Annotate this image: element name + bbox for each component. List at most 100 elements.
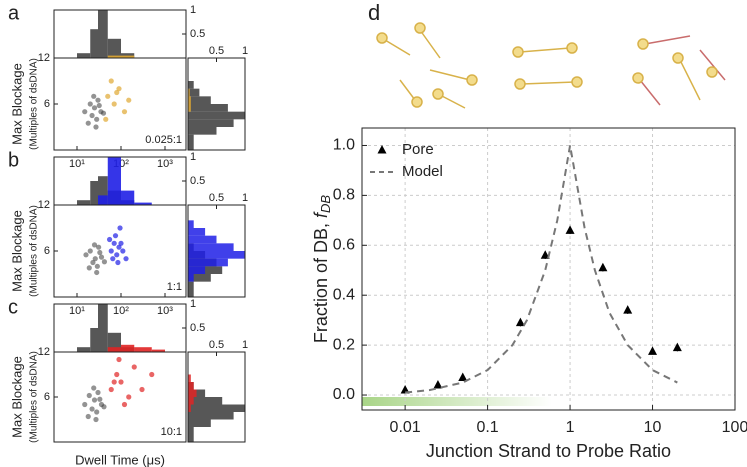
histogram-frame — [53, 156, 187, 206]
histogram-bar — [188, 427, 194, 442]
data-point — [540, 250, 550, 259]
scatter-point — [116, 356, 122, 363]
scatter-point — [91, 93, 97, 99]
histogram-bar — [90, 181, 98, 205]
scatter-point — [83, 252, 89, 258]
x-tick-label: 10³ — [157, 305, 173, 317]
scatter-point — [92, 256, 98, 262]
scatter-point — [120, 248, 126, 254]
scatter-point — [126, 394, 132, 400]
y-tick-label: 1 — [190, 298, 196, 310]
scatter-point — [96, 244, 102, 250]
x-tick-label: 1 — [242, 45, 248, 57]
y-tick-label: 0.5 — [190, 322, 205, 334]
y-axis-label: Max Blockage — [9, 356, 24, 438]
y-tick-label: 0.8 — [333, 187, 355, 204]
panel-label: a — [8, 2, 20, 24]
scatter-point — [94, 116, 100, 122]
scatter-point — [118, 240, 124, 246]
histogram-bar — [188, 88, 200, 97]
histogram-bar — [188, 111, 245, 120]
histogram-bar — [188, 104, 191, 112]
data-point — [623, 305, 633, 314]
histogram-bar — [107, 55, 122, 58]
y-tick-label: 0.4 — [333, 286, 355, 303]
scatter-point — [139, 386, 145, 393]
scatter-point — [95, 389, 101, 396]
histogram-bar — [188, 419, 211, 427]
histogram-bar — [188, 235, 217, 244]
y-axis-label-symbol: f — [311, 211, 331, 218]
scatter-point — [91, 385, 97, 391]
histogram-bar — [98, 304, 108, 352]
histogram-bar — [188, 228, 206, 236]
data-point — [433, 380, 443, 389]
scatter-point — [115, 259, 121, 266]
scatter-point — [87, 101, 93, 107]
scatter-point — [110, 256, 116, 262]
y-axis-label: Fraction of DB, fDB — [311, 195, 334, 343]
histogram-bar — [188, 258, 228, 267]
histogram-bar — [98, 195, 108, 205]
x-tick-label: 10³ — [157, 158, 173, 170]
scatter-point — [114, 89, 120, 96]
panel-label: b — [8, 149, 19, 171]
scatter-point — [96, 102, 102, 109]
scatter-point — [91, 397, 98, 403]
y-tick-label: 1 — [190, 4, 196, 16]
histogram-bar — [188, 274, 194, 282]
scatter-point — [121, 401, 128, 408]
data-point — [458, 372, 468, 382]
panel-label: d — [368, 0, 380, 25]
x-tick-label: 0.01 — [390, 419, 421, 436]
histogram-bar — [188, 382, 194, 390]
histogram-bar — [107, 157, 122, 205]
data-point — [515, 317, 525, 327]
histogram-bar — [151, 349, 166, 352]
histogram-bar — [107, 347, 122, 352]
histogram-bar — [134, 347, 152, 352]
histogram-bar — [188, 404, 245, 412]
scatter-point — [103, 116, 109, 122]
data-point — [648, 346, 658, 355]
y-tick-label: 6 — [44, 98, 50, 110]
scatter-point — [82, 401, 88, 408]
y-axis-sublabel: (Multiples of dsDNA) — [29, 205, 40, 297]
histogram-frame — [53, 9, 187, 59]
model-line — [405, 145, 678, 394]
scatter-point — [85, 120, 91, 126]
histogram-bar — [77, 53, 91, 58]
x-tick-label: 10¹ — [69, 158, 85, 170]
scatter-point — [123, 256, 129, 262]
y-tick-label: 0.5 — [190, 28, 205, 40]
histogram-bar — [188, 397, 223, 405]
scatter-point — [101, 259, 108, 265]
histogram-bar — [77, 200, 91, 205]
histogram-frame — [187, 57, 246, 151]
x-tick-label: 10 — [644, 419, 662, 436]
histogram-bar — [188, 389, 197, 397]
y-tick-label: 6 — [44, 391, 50, 403]
scatter-point — [111, 240, 117, 246]
histogram-bar — [90, 29, 98, 58]
histogram-bar — [121, 344, 135, 352]
x-tick-label: 0.1 — [476, 419, 498, 436]
scatter-point — [126, 97, 132, 103]
annotation: 1:1 — [167, 281, 182, 293]
histogram-bar — [188, 266, 206, 274]
legend-swatch — [377, 145, 387, 154]
scatter-point — [91, 242, 98, 248]
scatter-point — [93, 416, 99, 423]
histogram-bar — [188, 220, 194, 228]
scatter-point — [87, 248, 93, 254]
plot-frame — [361, 127, 736, 411]
scatter-point — [116, 86, 122, 92]
y-axis-label: Max Blockage — [9, 63, 24, 145]
y-tick-label: 1 — [190, 151, 196, 163]
green-band — [362, 397, 552, 406]
scatter-point — [111, 101, 117, 107]
histogram-bar — [188, 96, 211, 104]
x-tick-label: 10¹ — [69, 305, 85, 317]
histogram-bar — [188, 88, 190, 97]
scatter-point — [108, 386, 114, 393]
